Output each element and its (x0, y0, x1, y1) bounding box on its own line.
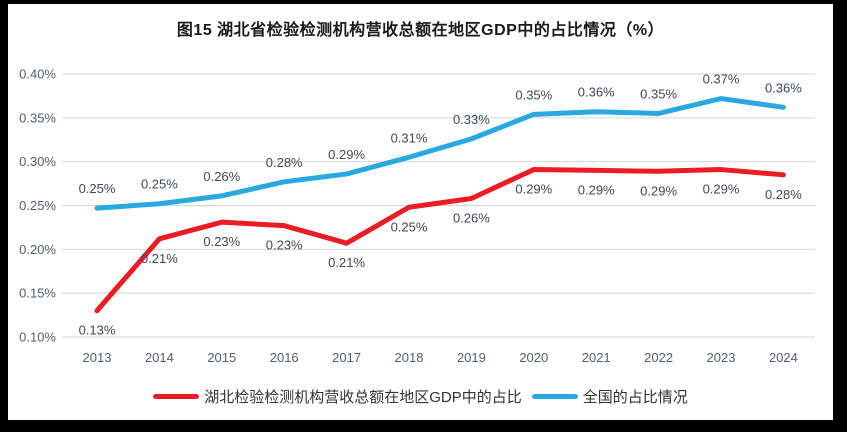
legend-item-national: 全国的占比情况 (531, 386, 688, 407)
data-label: 0.36% (578, 85, 615, 100)
y-tick-label: 0.25% (19, 198, 56, 213)
data-label: 0.29% (328, 147, 365, 162)
chart-title: 图15 湖北省检验检测机构营收总额在地区GDP中的占比情况（%） (176, 22, 665, 39)
data-label: 0.36% (765, 80, 802, 95)
data-label: 0.13% (79, 323, 116, 338)
data-label: 0.26% (203, 169, 240, 184)
data-label: 0.28% (765, 187, 802, 202)
legend-swatch-red-line (153, 394, 200, 399)
legend-label-hubei: 湖北检验检测机构营收总额在地区GDP中的占比 (204, 389, 522, 406)
data-label: 0.25% (391, 219, 428, 234)
data-label: 0.29% (515, 182, 552, 197)
data-label: 0.23% (203, 234, 240, 249)
x-tick-label: 2018 (395, 350, 424, 365)
data-label: 0.28% (266, 155, 303, 170)
data-label: 0.25% (141, 177, 178, 192)
data-label: 0.29% (578, 182, 615, 197)
y-tick-label: 0.10% (19, 330, 56, 345)
x-tick-label: 2019 (457, 350, 486, 365)
data-label: 0.35% (515, 87, 552, 102)
data-label: 0.26% (453, 210, 490, 225)
x-tick-label: 2016 (270, 350, 299, 365)
y-tick-label: 0.20% (19, 242, 56, 257)
series-line-0 (94, 167, 786, 314)
x-tick-label: 2017 (332, 350, 361, 365)
x-tick-label: 2022 (644, 350, 673, 365)
x-tick-label: 2013 (83, 350, 112, 365)
data-label: 0.29% (703, 182, 740, 197)
y-tick-label: 0.30% (19, 154, 56, 169)
data-label: 0.35% (640, 86, 677, 101)
x-tick-label: 2015 (207, 350, 236, 365)
x-tick-label: 2024 (769, 350, 798, 365)
data-label: 0.25% (79, 181, 116, 196)
legend-label-national: 全国的占比情况 (582, 389, 688, 406)
y-tick-label: 0.35% (19, 110, 56, 125)
x-tick-label: 2014 (145, 350, 174, 365)
chart-canvas: 图15 湖北省检验检测机构营收总额在地区GDP中的占比情况（%） 0.40% 0.… (8, 4, 833, 420)
data-label: 0.33% (453, 112, 490, 127)
line-chart: 0.40% 0.35% 0.30% 0.25% 0.20% 0.15% 0.10% 2013 2… (19, 67, 815, 365)
legend-item-hubei: 湖北检验检测机构营收总额在地区GDP中的占比 (153, 386, 522, 407)
x-tick-label: 2020 (519, 350, 548, 365)
series-line-1 (94, 96, 786, 211)
data-label: 0.29% (640, 183, 677, 198)
legend-swatch-blue-line (531, 394, 578, 399)
data-label: 0.37% (703, 72, 740, 87)
x-tick-label: 2021 (582, 350, 611, 365)
legend: 湖北检验检测机构营收总额在地区GDP中的占比 全国的占比情况 (8, 386, 833, 407)
y-tick-label: 0.15% (19, 286, 56, 301)
data-label: 0.21% (328, 255, 365, 270)
x-tick-label: 2023 (707, 350, 736, 365)
data-label: 0.21% (141, 251, 178, 266)
data-label: 0.23% (266, 238, 303, 253)
data-label: 0.31% (391, 130, 428, 145)
y-tick-label: 0.40% (19, 67, 56, 82)
